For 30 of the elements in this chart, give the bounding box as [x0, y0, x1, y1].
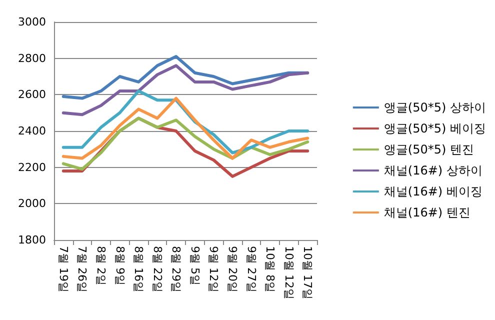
x-tick-label: 8월 9일 [113, 246, 126, 286]
x-tick-label: 10월 8일 [264, 246, 277, 292]
x-tick-label: 7월 26일 [76, 246, 89, 292]
y-tick-label: 2800 [18, 52, 46, 65]
line-series [62, 64, 310, 116]
y-tick-label: 2400 [18, 124, 46, 138]
x-tick-label: 8월 22일 [150, 246, 164, 292]
x-tick-label: 9월 12일 [207, 246, 220, 292]
line-series [62, 55, 310, 100]
x-tick-label: 9월 5일 [188, 246, 202, 286]
y-tick-label: 3000 [18, 16, 46, 28]
legend-label: 채널(16#) 상하이 [384, 164, 482, 178]
x-tick-label: 10월 12일 [282, 246, 296, 300]
x-tick-label: 8월 29일 [170, 246, 183, 292]
x-tick-label: 7월 19일 [56, 246, 70, 292]
legend-label: 채널(16#) 텐진 [384, 206, 470, 220]
x-tick-label: 10월 17일 [301, 246, 314, 300]
x-tick-label: 8월 16일 [132, 246, 146, 292]
legend-label: 채널(16#) 베이징 [384, 184, 482, 198]
legend-label: 앵글(50*5) 베이징 [384, 122, 486, 136]
x-tick-label: 9월 27일 [244, 246, 258, 292]
y-tick-label: 2000 [18, 197, 46, 210]
y-tick-label: 2200 [18, 160, 46, 174]
legend-label: 앵글(50*5) 텐진 [384, 142, 474, 156]
y-tick-label: 2600 [18, 88, 46, 102]
line-series [62, 96, 310, 160]
x-tick-label: 9월 20일 [226, 246, 239, 292]
y-tick-label: 1800 [18, 234, 46, 246]
legend-label: 앵글(50*5) 상하이 [384, 100, 486, 114]
x-tick-label: 8월 2일 [94, 246, 108, 286]
